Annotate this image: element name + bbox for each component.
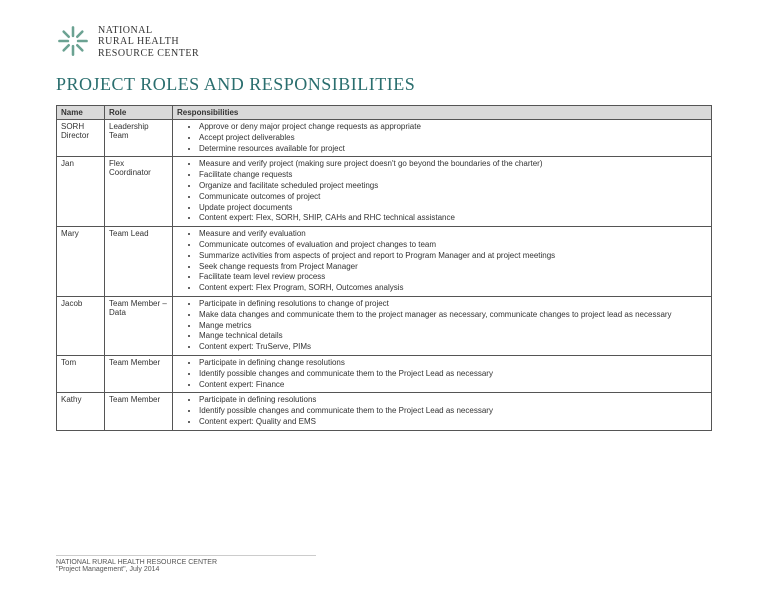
cell-responsibilities: Measure and verify evaluationCommunicate…: [173, 227, 712, 297]
cell-role: Team Member: [105, 355, 173, 392]
starburst-icon: [56, 24, 90, 60]
list-item: Accept project deliverables: [199, 133, 707, 144]
list-item: Participate in defining resolutions to c…: [199, 299, 707, 310]
list-item: Communicate outcomes of evaluation and p…: [199, 240, 707, 251]
list-item: Organize and facilitate scheduled projec…: [199, 181, 707, 192]
footer-line2: "Project Management", July 2014: [56, 566, 316, 573]
table-row: TomTeam Member Participate in defining ch…: [57, 355, 712, 392]
cell-name: Jan: [57, 157, 105, 227]
cell-responsibilities: Measure and verify project (making sure …: [173, 157, 712, 227]
responsibility-list: Measure and verify project (making sure …: [177, 159, 707, 224]
org-line2: RURAL HEALTH: [98, 36, 199, 48]
cell-responsibilities: Approve or deny major project change req…: [173, 120, 712, 157]
list-item: Communicate outcomes of project: [199, 192, 707, 203]
list-item: Facilitate team level review process: [199, 272, 707, 283]
cell-role: Team Member: [105, 393, 173, 430]
cell-responsibilities: Participate in defining resolutions to c…: [173, 296, 712, 355]
cell-role: Team Member – Data: [105, 296, 173, 355]
header-logo-row: NATIONAL RURAL HEALTH RESOURCE CENTER: [56, 24, 712, 60]
page-title: PROJECT ROLES AND RESPONSIBILITIES: [56, 74, 712, 95]
table-row: JacobTeam Member – Data Participate in de…: [57, 296, 712, 355]
list-item: Content expert: Finance: [199, 380, 707, 391]
list-item: Make data changes and communicate them t…: [199, 310, 707, 321]
col-role: Role: [105, 106, 173, 120]
table-row: KathyTeam MemberParticipate in defining …: [57, 393, 712, 430]
list-item: Identify possible changes and communicat…: [199, 369, 707, 380]
responsibility-list: Approve or deny major project change req…: [177, 122, 707, 154]
responsibility-list: Participate in defining resolutionsIdent…: [177, 395, 707, 427]
list-item: Participate in defining change resolutio…: [199, 358, 707, 369]
list-item: Measure and verify project (making sure …: [199, 159, 707, 170]
footer-line1: NATIONAL RURAL HEALTH RESOURCE CENTER: [56, 559, 316, 566]
org-name: NATIONAL RURAL HEALTH RESOURCE CENTER: [98, 25, 199, 60]
list-item: Determine resources available for projec…: [199, 144, 707, 155]
roles-table: Name Role Responsibilities SORH Director…: [56, 105, 712, 431]
org-line3: RESOURCE CENTER: [98, 48, 199, 60]
table-row: JanFlex Coordinator Measure and verify pr…: [57, 157, 712, 227]
list-item: Mange metrics: [199, 321, 707, 332]
list-item: Content expert: Quality and EMS: [199, 417, 707, 428]
cell-responsibilities: Participate in defining change resolutio…: [173, 355, 712, 392]
responsibility-list: Participate in defining resolutions to c…: [177, 299, 707, 353]
cell-responsibilities: Participate in defining resolutionsIdent…: [173, 393, 712, 430]
cell-name: SORH Director: [57, 120, 105, 157]
list-item: Update project documents: [199, 203, 707, 214]
list-item: Seek change requests from Project Manage…: [199, 262, 707, 273]
list-item: Mange technical details: [199, 331, 707, 342]
col-resp: Responsibilities: [173, 106, 712, 120]
list-item: Facilitate change requests: [199, 170, 707, 181]
cell-name: Mary: [57, 227, 105, 297]
table-row: SORH DirectorLeadership Team Approve or d…: [57, 120, 712, 157]
list-item: Participate in defining resolutions: [199, 395, 707, 406]
list-item: Approve or deny major project change req…: [199, 122, 707, 133]
list-item: Summarize activities from aspects of pro…: [199, 251, 707, 262]
list-item: Content expert: TruServe, PIMs: [199, 342, 707, 353]
org-line1: NATIONAL: [98, 25, 199, 37]
cell-role: Team Lead: [105, 227, 173, 297]
responsibility-list: Measure and verify evaluationCommunicate…: [177, 229, 707, 294]
cell-name: Tom: [57, 355, 105, 392]
list-item: Content expert: Flex Program, SORH, Outc…: [199, 283, 707, 294]
list-item: Identify possible changes and communicat…: [199, 406, 707, 417]
cell-name: Kathy: [57, 393, 105, 430]
col-name: Name: [57, 106, 105, 120]
list-item: Content expert: Flex, SORH, SHIP, CAHs a…: [199, 213, 707, 224]
table-header-row: Name Role Responsibilities: [57, 106, 712, 120]
cell-role: Flex Coordinator: [105, 157, 173, 227]
cell-role: Leadership Team: [105, 120, 173, 157]
cell-name: Jacob: [57, 296, 105, 355]
table-row: MaryTeam LeadMeasure and verify evaluati…: [57, 227, 712, 297]
footer: NATIONAL RURAL HEALTH RESOURCE CENTER "P…: [56, 555, 316, 573]
list-item: Measure and verify evaluation: [199, 229, 707, 240]
responsibility-list: Participate in defining change resolutio…: [177, 358, 707, 390]
